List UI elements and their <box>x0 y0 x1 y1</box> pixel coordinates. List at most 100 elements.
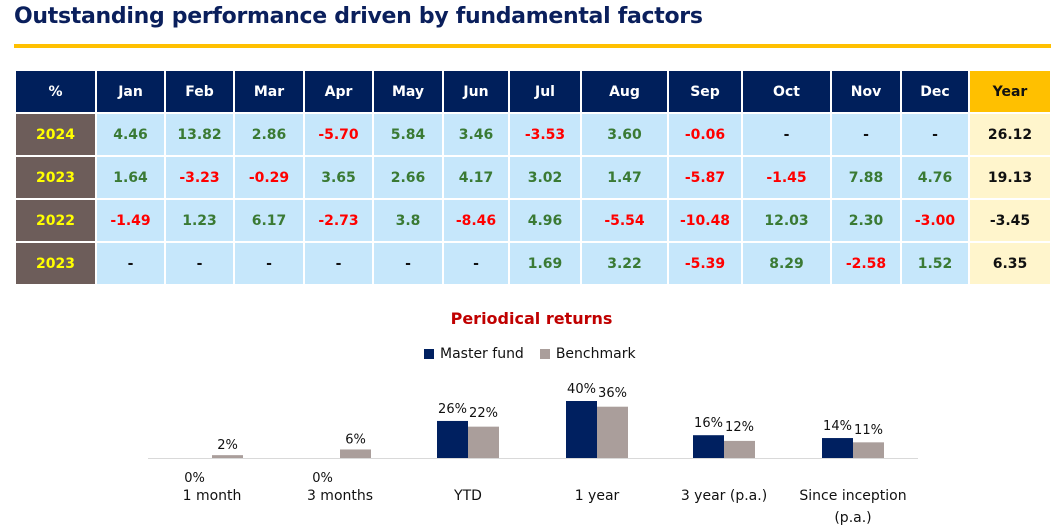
month-return-cell: 5.84 <box>372 112 444 157</box>
table-row: 2024 4.46 13.82 2.86 -5.70 5.84 3.46 -3.53 3.60-… <box>14 112 1052 157</box>
month-return-cell: - <box>372 241 444 286</box>
month-return-cell: -5.39 <box>667 241 743 286</box>
data-label-master-fund: 0% <box>312 471 333 486</box>
corner-header: % <box>14 69 97 114</box>
month-return-cell: - <box>303 241 374 286</box>
month-return-cell: 13.82 <box>164 112 235 157</box>
month-return-cell: 2.30 <box>830 198 902 243</box>
month-return-cell: 3.22 <box>580 241 669 286</box>
month-return-cell: -2.73 <box>303 198 374 243</box>
month-header-dec: Dec <box>900 69 970 114</box>
bar-master-fund <box>822 438 853 458</box>
table-header-row: % Jan Feb Mar Apr May Jun Jul Aug Sep Oct Nov Dec Ye… <box>14 69 1052 114</box>
month-header-feb: Feb <box>164 69 235 114</box>
month-return-cell: -5.87 <box>667 155 743 200</box>
month-header-aug: Aug <box>580 69 669 114</box>
category-label: (p.a.) <box>834 510 871 526</box>
bar-master-fund <box>437 420 468 458</box>
month-return-cell: -3.23 <box>164 155 235 200</box>
legend-swatch-benchmark <box>539 349 550 359</box>
table-row: 2023 1.64 -3.23 -0.29 3.65 2.66 4.17 3.02 1.47 -5… <box>14 155 1052 200</box>
year-total-cell: 26.12 <box>968 112 1052 157</box>
month-return-cell: 1.47 <box>580 155 669 200</box>
month-return-cell: -2.58 <box>830 241 902 286</box>
bar-benchmark <box>212 455 243 458</box>
month-return-cell: -3.00 <box>900 198 970 243</box>
legend-item-master-fund: Master fund <box>424 346 524 362</box>
month-return-cell: 4.76 <box>900 155 970 200</box>
month-return-cell: 1.69 <box>508 241 582 286</box>
month-return-cell: 1.52 <box>900 241 970 286</box>
data-label-benchmark: 2% <box>217 438 238 453</box>
month-return-cell: - <box>164 241 235 286</box>
row-year-label: 2023 <box>14 241 97 286</box>
month-return-cell: 3.60 <box>580 112 669 157</box>
category-label: 3 year (p.a.) <box>681 488 767 504</box>
year-total-cell: -3.45 <box>968 198 1052 243</box>
row-year-label: 2023 <box>14 155 97 200</box>
month-header-mar: Mar <box>233 69 305 114</box>
month-return-cell: 6.17 <box>233 198 305 243</box>
title-underline <box>14 44 1051 48</box>
data-label-master-fund: 14% <box>823 419 852 434</box>
year-total-cell: 19.13 <box>968 155 1052 200</box>
category-label: Since inception <box>799 488 906 504</box>
month-return-cell: 4.17 <box>442 155 510 200</box>
month-return-cell: 2.66 <box>372 155 444 200</box>
row-year-label: 2022 <box>14 198 97 243</box>
month-return-cell: - <box>442 241 510 286</box>
month-return-cell: - <box>233 241 305 286</box>
month-return-cell: 3.8 <box>372 198 444 243</box>
category-label: 1 year <box>575 488 620 504</box>
data-label-benchmark: 36% <box>598 386 627 401</box>
month-return-cell: -1.49 <box>95 198 166 243</box>
bar-benchmark <box>597 406 628 458</box>
month-return-cell: 2.86 <box>233 112 305 157</box>
month-return-cell: - <box>741 112 832 157</box>
month-return-cell: -0.29 <box>233 155 305 200</box>
month-return-cell: 3.65 <box>303 155 374 200</box>
month-return-cell: -10.48 <box>667 198 743 243</box>
month-header-nov: Nov <box>830 69 902 114</box>
month-header-apr: Apr <box>303 69 374 114</box>
bar-master-fund <box>566 401 597 458</box>
monthly-performance-table: % Jan Feb Mar Apr May Jun Jul Aug Sep Oct Nov Dec Ye… <box>14 69 1052 286</box>
month-return-cell: 4.46 <box>95 112 166 157</box>
month-return-cell: -8.46 <box>442 198 510 243</box>
month-header-may: May <box>372 69 444 114</box>
month-header-jan: Jan <box>95 69 166 114</box>
periodical-returns-chart: 0% 2% 1 month 0% 6% 3 months 26% 22% YTD 40% 36% 1 … <box>148 382 918 526</box>
bar-master-fund <box>693 435 724 458</box>
category-label: 3 months <box>307 488 373 504</box>
data-label-benchmark: 22% <box>469 406 498 421</box>
month-return-cell: -0.06 <box>667 112 743 157</box>
month-header-jun: Jun <box>442 69 510 114</box>
month-return-cell: 1.23 <box>164 198 235 243</box>
month-return-cell: -5.70 <box>303 112 374 157</box>
month-return-cell: -3.53 <box>508 112 582 157</box>
month-return-cell: 8.29 <box>741 241 832 286</box>
month-return-cell: 12.03 <box>741 198 832 243</box>
month-return-cell: 4.96 <box>508 198 582 243</box>
category-label: 1 month <box>183 488 242 504</box>
month-return-cell: 1.64 <box>95 155 166 200</box>
legend-label-benchmark: Benchmark <box>555 346 636 362</box>
year-total-cell: 6.35 <box>968 241 1052 286</box>
month-return-cell: - <box>900 112 970 157</box>
month-return-cell: 7.88 <box>830 155 902 200</box>
table-row: 2022 -1.49 1.23 6.17 -2.73 3.8 -8.46 4.96 -5.54-… <box>14 198 1052 243</box>
data-label-master-fund: 0% <box>184 471 205 486</box>
page-title: Outstanding performance driven by fundam… <box>14 4 703 29</box>
month-return-cell: -5.54 <box>580 198 669 243</box>
data-label-master-fund: 26% <box>438 402 467 417</box>
month-header-sep: Sep <box>667 69 743 114</box>
data-label-master-fund: 40% <box>567 382 596 397</box>
bar-benchmark <box>724 440 755 458</box>
month-return-cell: 3.46 <box>442 112 510 157</box>
legend-item-benchmark: Benchmark <box>539 346 636 362</box>
month-header-oct: Oct <box>741 69 832 114</box>
table-row: 2023- - - - - -1.69 3.22 -5.39 8.29 -2.58 1.52 6.35 <box>14 241 1052 286</box>
data-label-benchmark: 11% <box>854 423 883 438</box>
legend-swatch-master-fund <box>424 349 434 359</box>
bar-benchmark <box>853 442 884 458</box>
